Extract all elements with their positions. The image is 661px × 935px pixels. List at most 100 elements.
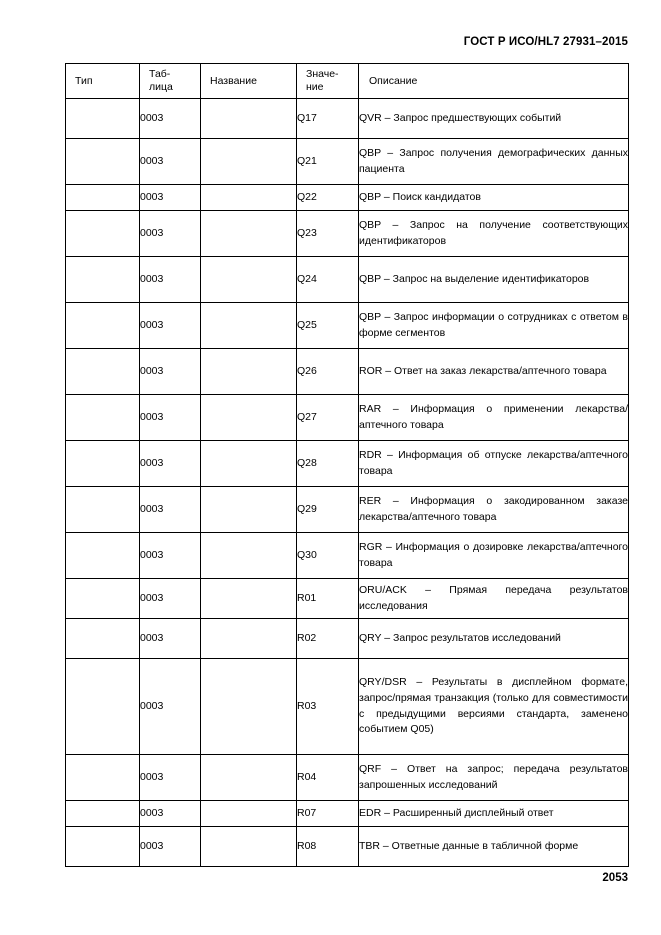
document-header-standard-title: ГОСТ Р ИСО/HL7 27931–2015	[463, 36, 628, 48]
table-body: 0003 Q17 QVR – Запрос предшествующих событ…	[65, 98, 629, 867]
cell-name	[200, 800, 297, 827]
cell-name	[200, 302, 297, 349]
column-header-type-label: Тип	[75, 74, 93, 87]
cell-table-number: 0003	[139, 486, 201, 533]
cell-value-code: Q25	[296, 302, 359, 349]
column-header-value-label-line1: Значе-	[306, 68, 339, 81]
table-row: 0003 Q17 QVR – Запрос предшествующих событ…	[65, 98, 629, 139]
table-row: 0003 Q29 RER – Информация о закодированном…	[65, 486, 629, 533]
table-row: 0003 Q23 QBP – Запрос на получение соответ…	[65, 210, 629, 257]
cell-description: RGR – Информация о дозировке лекарства/а…	[358, 532, 629, 579]
cell-table-number: 0003	[139, 826, 201, 867]
cell-name	[200, 440, 297, 487]
cell-table-number: 0003	[139, 532, 201, 579]
table-row: 0003 R04 QRF – Ответ на запрос; передача р…	[65, 754, 629, 801]
cell-table-number: 0003	[139, 138, 201, 185]
column-header-table-label-line2: лица	[149, 81, 173, 93]
cell-table-number: 0003	[139, 618, 201, 659]
cell-type	[65, 578, 140, 619]
table-row: 0003 Q27 RAR – Информация о применении лек…	[65, 394, 629, 441]
cell-table-number: 0003	[139, 210, 201, 257]
cell-name	[200, 98, 297, 139]
table-row: 0003 Q26 ROR – Ответ на заказ лекарства/ап…	[65, 348, 629, 395]
column-header-value-label-line2: ние	[306, 81, 324, 93]
cell-type	[65, 486, 140, 533]
table-row: 0003 Q30 RGR – Информация о дозировке лека…	[65, 532, 629, 579]
cell-description: RDR – Информация об отпуске лекарства/ап…	[358, 440, 629, 487]
cell-type	[65, 138, 140, 185]
cell-description: TBR – Ответные данные в табличной форме	[358, 826, 629, 867]
cell-value-code: Q26	[296, 348, 359, 395]
table-header-row-group: Тип Таб- лица Название Значе- ние Описан…	[65, 63, 629, 99]
cell-table-number: 0003	[139, 302, 201, 349]
cell-description: QVR – Запрос предшествующих событий	[358, 98, 629, 139]
column-header-type: Тип	[65, 63, 140, 99]
table-row: 0003 Q22 QBP – Поиск кандидатов	[65, 184, 629, 211]
column-header-name-label: Название	[210, 74, 257, 87]
cell-table-number: 0003	[139, 578, 201, 619]
cell-name	[200, 754, 297, 801]
cell-value-code: Q21	[296, 138, 359, 185]
cell-value-code: Q22	[296, 184, 359, 211]
cell-type	[65, 98, 140, 139]
cell-value-code: R08	[296, 826, 359, 867]
cell-type	[65, 754, 140, 801]
column-header-description-label: Описание	[369, 74, 418, 87]
table-row: 0003 Q24 QBP – Запрос на выделение идентиф…	[65, 256, 629, 303]
cell-type	[65, 348, 140, 395]
cell-description: QBP – Запрос получения демографических д…	[358, 138, 629, 185]
cell-value-code: Q28	[296, 440, 359, 487]
cell-description: QBP – Запрос на получение соответствующи…	[358, 210, 629, 257]
cell-description: QRY/DSR – Результаты в дисплейном формат…	[358, 658, 629, 755]
cell-description: QRF – Ответ на запрос; передача результа…	[358, 754, 629, 801]
cell-value-code: R04	[296, 754, 359, 801]
cell-table-number: 0003	[139, 754, 201, 801]
cell-value-code: Q27	[296, 394, 359, 441]
table-row: 0003 Q28 RDR – Информация об отпуске лекар…	[65, 440, 629, 487]
column-header-description: Описание	[358, 63, 629, 99]
cell-value-code: Q29	[296, 486, 359, 533]
cell-description: RAR – Информация о применении лекарства/…	[358, 394, 629, 441]
cell-table-number: 0003	[139, 440, 201, 487]
cell-value-code: Q24	[296, 256, 359, 303]
cell-value-code: R02	[296, 618, 359, 659]
cell-name	[200, 256, 297, 303]
cell-table-number: 0003	[139, 394, 201, 441]
cell-name	[200, 394, 297, 441]
cell-type	[65, 210, 140, 257]
cell-description: QBP – Запрос информации о сотрудниках с …	[358, 302, 629, 349]
cell-table-number: 0003	[139, 184, 201, 211]
hl7-event-codes-table: Тип Таб- лица Название Значе- ние Описан…	[65, 63, 629, 867]
cell-name	[200, 618, 297, 659]
cell-description: EDR – Расширенный дисплейный ответ	[358, 800, 629, 827]
cell-value-code: Q23	[296, 210, 359, 257]
table-row: 0003 R02 QRY – Запрос результатов исследов…	[65, 618, 629, 659]
cell-name	[200, 578, 297, 619]
column-header-value: Значе- ние	[296, 63, 359, 99]
cell-value-code: Q30	[296, 532, 359, 579]
column-header-table-label-line1: Таб-	[149, 68, 171, 81]
table-row: 0003 Q25 QBP – Запрос информации о сотрудн…	[65, 302, 629, 349]
cell-description: ROR – Ответ на заказ лекарства/аптечного…	[358, 348, 629, 395]
cell-name	[200, 532, 297, 579]
cell-description: QRY – Запрос результатов исследований	[358, 618, 629, 659]
cell-type	[65, 394, 140, 441]
table-row: 0003 R03 QRY/DSR – Результаты в дисплейном…	[65, 658, 629, 755]
cell-value-code: R03	[296, 658, 359, 755]
cell-description: RER – Информация о закодированном заказе…	[358, 486, 629, 533]
cell-value-code: Q17	[296, 98, 359, 139]
cell-type	[65, 184, 140, 211]
cell-name	[200, 210, 297, 257]
cell-name	[200, 138, 297, 185]
cell-type	[65, 256, 140, 303]
cell-type	[65, 826, 140, 867]
cell-description: QBP – Поиск кандидатов	[358, 184, 629, 211]
table-row: 0003 R07 EDR – Расширенный дисплейный отве…	[65, 800, 629, 827]
cell-type	[65, 800, 140, 827]
cell-type	[65, 302, 140, 349]
column-header-table: Таб- лица	[139, 63, 201, 99]
cell-value-code: R01	[296, 578, 359, 619]
cell-name	[200, 184, 297, 211]
page-number: 2053	[602, 872, 628, 884]
cell-type	[65, 440, 140, 487]
